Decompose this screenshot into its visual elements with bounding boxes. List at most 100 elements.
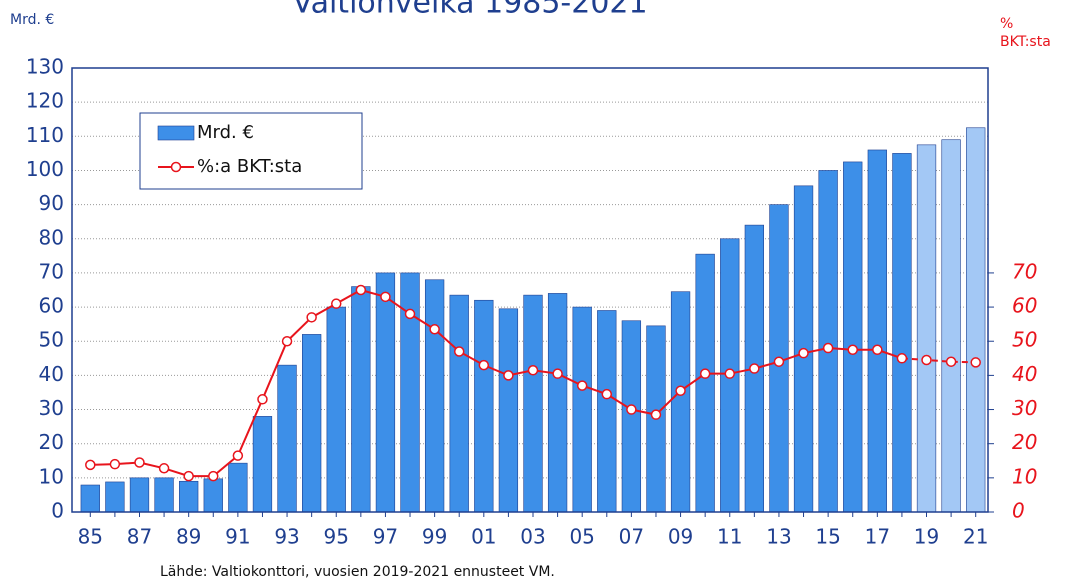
line-marker [945,356,957,367]
bar [818,170,838,513]
bar [154,477,174,513]
line-marker [503,370,514,381]
x-tick-label: 13 [766,525,791,549]
source-note: Lähde: Valtiokonttori, vuosien 2019-2021… [160,564,555,580]
line-marker [429,324,440,335]
legend-swatch [157,125,195,141]
line-marker [699,368,711,379]
bar [867,149,887,513]
y-tick-label: 40 [39,362,64,386]
line-marker [478,359,490,371]
y-tick-label: 50 [39,328,64,352]
y-tick-label: 0 [51,499,64,523]
line-marker [675,385,686,397]
y-tick-label: 110 [26,123,64,147]
line-marker [330,298,342,309]
y2-axis-label: % [1000,16,1013,32]
y-tick-label: 90 [39,191,64,215]
line-marker [380,291,391,303]
line-marker [626,404,637,415]
line-marker [183,470,194,482]
line [90,288,903,478]
line-marker [109,458,121,470]
x-tick-label: 93 [274,525,299,549]
line-marker [552,368,563,379]
legend-label: Mrd. € [197,122,254,143]
bar [105,481,125,513]
bar [424,279,445,513]
y-tick-label: 120 [26,89,64,113]
x-tick-label: 85 [78,525,103,549]
bar [302,334,322,513]
bar [228,462,248,513]
y2-tick-label: 0 [1012,499,1025,523]
line-marker [872,344,883,356]
bar [597,310,617,513]
y-tick-label: 10 [39,464,64,488]
x-tick-label: 19 [914,525,939,549]
y2-tick-label: 70 [1012,259,1037,283]
bar [375,272,396,513]
y-tick-label: 130 [26,55,64,79]
bar [941,139,961,513]
x-tick-label: 87 [127,525,152,549]
bar [621,320,642,513]
line-marker [453,346,465,357]
bar [351,286,371,513]
bar [449,294,469,513]
line-marker [527,365,539,376]
legend-swatch [170,161,182,173]
line-marker [847,344,858,356]
bar [203,478,223,513]
line-marker [601,388,613,400]
line-marker [232,450,244,461]
x-tick-label: 03 [520,525,545,549]
x-tick-label: 95 [324,525,349,549]
x-tick-label: 17 [865,525,890,549]
line-marker [85,459,96,471]
line-marker [921,354,932,366]
bar [252,416,273,513]
line-marker [158,463,170,474]
line-marker [576,380,588,391]
bar [179,480,199,513]
x-tick-label: 91 [225,525,250,549]
y-tick-label: 100 [26,157,64,181]
x-tick-label: 01 [471,525,496,549]
line-marker [208,470,219,482]
bar [474,299,494,513]
line-marker [281,335,293,347]
bar [129,477,150,513]
line-marker [749,363,760,374]
bar [892,153,912,513]
bar [670,291,691,513]
y2-tick-label: 10 [1012,464,1037,488]
x-tick-label: 11 [717,525,742,549]
plot-frame [71,67,989,513]
line-marker [724,368,736,379]
line-marker [896,353,908,364]
bar [80,484,100,513]
x-tick-label: 05 [569,525,594,549]
y2-tick-label: 50 [1012,328,1037,352]
bar [572,306,592,513]
x-tick-label: 21 [963,525,988,549]
y-tick-label: 60 [39,294,64,318]
line-marker [306,312,317,323]
x-tick-label: 89 [176,525,201,549]
line-marker [798,347,809,359]
line-marker [404,308,416,320]
y-tick-label: 70 [39,259,64,283]
bar [695,253,715,513]
bar [498,308,519,513]
y-tick-label: 30 [39,396,64,420]
line-marker [650,409,662,420]
y2-tick-label: 40 [1012,362,1037,386]
x-tick-label: 99 [422,525,447,549]
bar [277,364,297,513]
bar [916,144,937,513]
y2-axis-label: BKT:sta [1000,34,1051,50]
line-marker [355,284,367,296]
line-forecast [901,357,976,364]
